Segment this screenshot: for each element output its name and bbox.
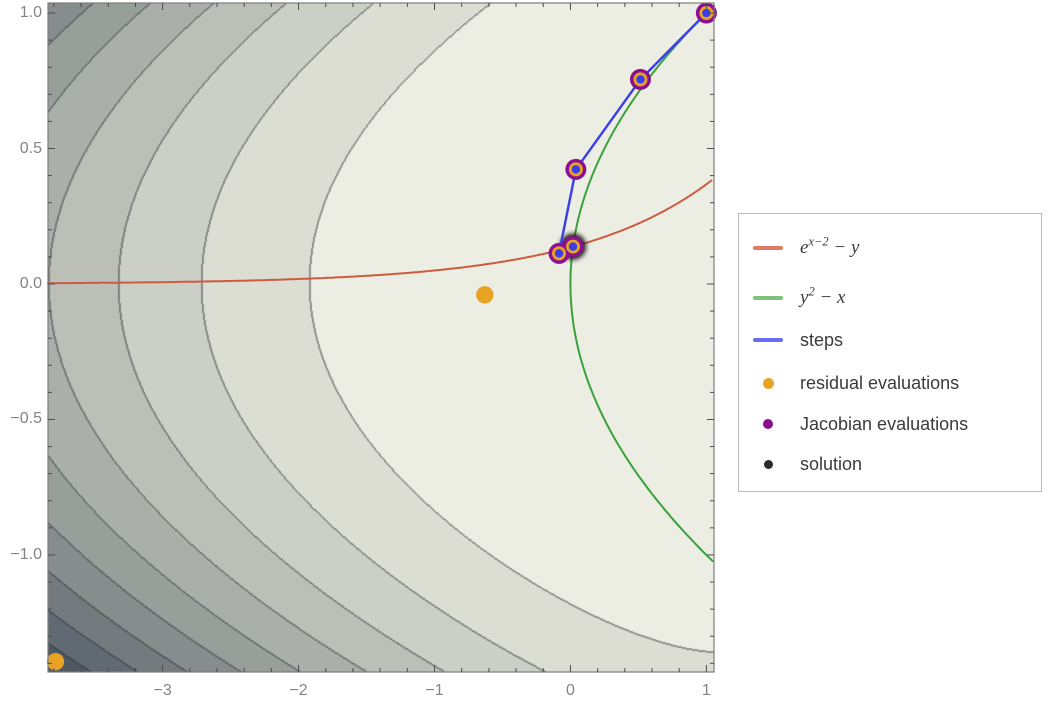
legend-item-solution: solution <box>753 451 1035 477</box>
y-axis-tick-label: −1.0 <box>10 545 42 563</box>
legend-item-jacobian-evaluations: Jacobian evaluations <box>753 411 1035 437</box>
x-axis-tick-label: 0 <box>565 682 575 699</box>
legend-line-swatch-steps <box>753 338 783 342</box>
contour-plot-canvas <box>48 3 714 672</box>
y-axis-tick-label: 1.0 <box>19 4 42 22</box>
legend-item-steps: steps <box>753 327 1035 353</box>
y-axis-tick-label: 0.5 <box>19 139 42 157</box>
legend-dot-swatch-solution <box>753 459 783 469</box>
legend-label-steps: steps <box>800 329 844 350</box>
x-axis-tick-label: −2 <box>289 682 308 699</box>
curve-exp-x-minus-2-minus-y <box>47 179 713 285</box>
legend-dot-swatch-residual <box>753 377 783 389</box>
legend-item-residual-evaluations: residual evaluations <box>753 370 1035 396</box>
y-axis-tick-label: 0.0 <box>19 274 42 292</box>
curve-y-squared-minus-x <box>569 4 715 562</box>
legend-label-exp: ex−2 − y <box>800 234 860 258</box>
legend-label-jacobian: Jacobian evaluations <box>800 413 969 434</box>
residual-evaluation-point <box>46 653 65 671</box>
legend-box: ex−2 − y y2 − x steps residual evaluatio… <box>738 213 1042 492</box>
legend-label-parabola: y2 − x <box>800 284 846 308</box>
x-axis-tick-label: 1 <box>701 682 711 699</box>
y-axis-tick-label: −0.5 <box>10 410 42 428</box>
legend-item-residual-curve-1: ex−2 − y <box>753 235 1035 261</box>
x-axis-tick-label: −3 <box>153 682 172 699</box>
step-point <box>568 242 578 251</box>
steps-path <box>557 11 708 255</box>
step-point <box>636 75 645 84</box>
legend-item-residual-curve-2: y2 − x <box>753 285 1035 311</box>
step-point <box>554 249 564 258</box>
legend-line-swatch-exp <box>753 246 783 250</box>
step-point <box>571 165 581 174</box>
legend-dot-swatch-jacobian <box>753 419 783 429</box>
legend-label-solution: solution <box>800 453 863 474</box>
legend-line-swatch-parabola <box>753 296 783 300</box>
legend-label-residual: residual evaluations <box>800 372 960 393</box>
residual-evaluation-point <box>476 286 494 304</box>
plot-frame <box>47 2 715 673</box>
step-point <box>702 8 711 18</box>
x-axis-tick-label: −1 <box>425 682 444 699</box>
